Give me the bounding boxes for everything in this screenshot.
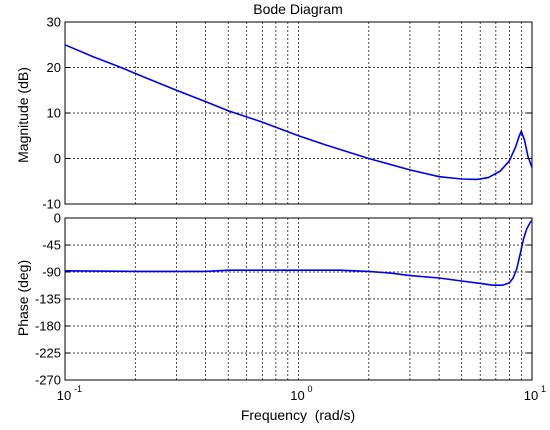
phase-ytick-label: -270 [35, 373, 61, 388]
magnitude-ytick-label: 20 [47, 60, 61, 75]
magnitude-ytick-label: -10 [42, 197, 61, 212]
frequency-axis-label: Frequency (rad/s) [241, 407, 355, 423]
magnitude-ytick-label: 0 [54, 151, 61, 166]
magnitude-plot: 30 20 10 0 -10 [42, 15, 533, 212]
frequency-tick-label: 10 [57, 388, 71, 403]
phase-plot: 0 -45 -90 -135 -180 -225 -270 [35, 211, 533, 388]
phase-ytick-label: -225 [35, 346, 61, 361]
phase-ytick-label: -135 [35, 292, 61, 307]
magnitude-axis-label: Magnitude (dB) [15, 67, 31, 163]
chart-title: Bode Diagram [253, 1, 343, 17]
frequency-tick-exponent: 0 [308, 384, 313, 394]
frequency-tick-label: 10 [524, 388, 538, 403]
phase-ytick-label: -90 [42, 265, 61, 280]
frequency-tick-label: 10 [290, 388, 304, 403]
frequency-tick-exponent: 1 [541, 384, 546, 394]
magnitude-ytick-label: 10 [47, 106, 61, 121]
phase-series-line [64, 219, 533, 286]
phase-ytick-label: 0 [54, 211, 61, 226]
magnitude-series-line [64, 44, 533, 181]
phase-ytick-label: -45 [42, 238, 61, 253]
phase-ytick-label: -180 [35, 319, 61, 334]
magnitude-ytick-label: 30 [47, 15, 61, 30]
phase-axis-label: Phase (deg) [15, 260, 31, 336]
frequency-tick-exponent: -1 [74, 384, 82, 394]
